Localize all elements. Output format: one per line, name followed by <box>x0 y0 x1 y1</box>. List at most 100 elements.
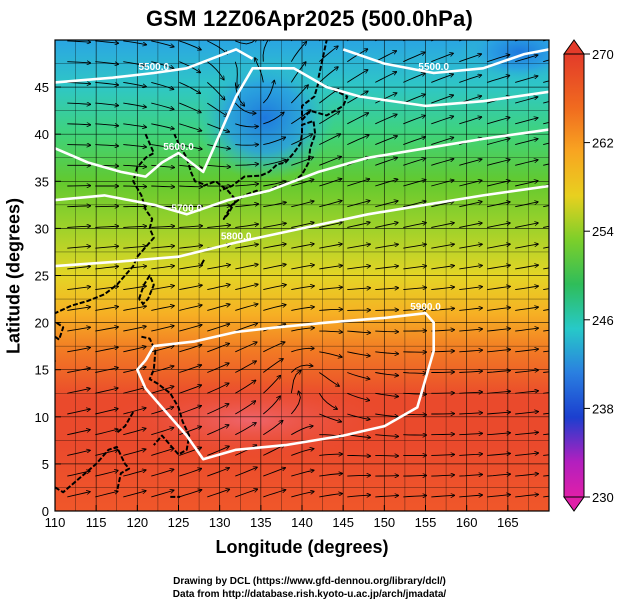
x-tick-label: 140 <box>291 515 313 530</box>
streamline-arrow <box>459 159 481 166</box>
streamline-arrow <box>431 287 454 291</box>
streamline-arrow <box>487 433 510 435</box>
streamline-arrow <box>235 467 257 477</box>
coastline <box>138 274 155 305</box>
colorbar-tick-label: 238 <box>592 401 614 416</box>
streamline-arrow <box>151 81 173 89</box>
streamline-arrow <box>235 145 258 146</box>
streamline-arrow <box>123 226 146 227</box>
streamline-arrow <box>67 409 90 415</box>
streamline-arrow <box>375 223 398 228</box>
streamline-arrow <box>235 204 258 208</box>
streamline-arrow <box>347 331 370 333</box>
streamline-arrow <box>375 72 396 83</box>
streamline-arrow <box>179 246 202 249</box>
streamline-arrow <box>67 41 90 42</box>
height-contour-line <box>55 48 254 84</box>
x-axis-ticks: 110 115 120 125 130 135 140 145 150 155 160 165 <box>45 505 519 530</box>
colorbar-body <box>563 53 585 498</box>
streamline-arrow <box>263 244 286 249</box>
streamline-arrow <box>347 372 369 380</box>
x-tick-label: 125 <box>168 515 190 530</box>
streamline-arrow <box>459 117 481 125</box>
streamline-arrow <box>95 81 118 85</box>
streamline-arrow <box>95 327 118 332</box>
colorbar: 270 262 254 246 238 230 <box>563 39 614 512</box>
streamline-arrow <box>543 371 549 373</box>
streamline-arrow <box>263 396 280 415</box>
streamline-arrow <box>67 145 90 146</box>
streamline-arrow <box>207 123 229 132</box>
streamline-arrow <box>543 80 549 83</box>
streamline-arrow <box>347 179 369 187</box>
streamline-arrow <box>487 412 510 414</box>
y-tick-label: 15 <box>35 363 49 378</box>
streamline-arrow <box>487 202 510 208</box>
streamline-arrow <box>431 495 454 497</box>
streamline-arrow <box>487 391 510 393</box>
streamline-arrow <box>151 246 174 249</box>
streamline-arrow <box>234 102 256 113</box>
streamline-arrow <box>262 40 265 42</box>
streamline-arrow <box>179 40 201 50</box>
streamline-arrow <box>459 308 482 311</box>
streamline-arrow <box>487 308 510 311</box>
streamline-arrow <box>319 134 340 146</box>
streamline-arrow <box>263 342 284 353</box>
streamline-arrow <box>263 112 284 125</box>
streamline-arrow <box>151 490 173 498</box>
coastline <box>173 133 204 186</box>
streamline-arrow <box>515 97 537 104</box>
streamline-arrow <box>515 202 538 208</box>
streamline-arrow <box>459 329 482 331</box>
streamline-arrow <box>95 40 118 43</box>
streamline-arrow <box>431 308 454 310</box>
height-contour-line <box>55 128 549 216</box>
streamline-arrow <box>151 469 173 477</box>
height-contour-label: 5600.0 <box>163 142 194 153</box>
streamline-arrow <box>515 412 538 415</box>
streamline-arrow <box>207 285 230 291</box>
streamline-arrow <box>375 288 398 290</box>
streamline-arrow <box>459 371 482 372</box>
streamline-arrow <box>347 455 370 456</box>
streamline-arrow <box>291 328 314 332</box>
streamline-arrow <box>123 491 146 498</box>
streamline-arrow <box>459 454 482 456</box>
streamline-arrow <box>375 392 398 396</box>
streamline-arrow <box>123 102 146 107</box>
streamline-arrow <box>151 144 174 149</box>
streamline-arrow <box>431 53 453 63</box>
streamline-arrow <box>375 496 398 497</box>
streamline-arrow <box>263 160 286 166</box>
streamline-arrow <box>543 205 549 208</box>
streamline-arrow <box>151 306 174 311</box>
streamline-arrow <box>319 351 342 357</box>
coastline <box>301 81 349 121</box>
streamline-arrow <box>263 421 282 436</box>
streamline-arrow <box>431 74 453 83</box>
streamline-arrow <box>151 326 174 332</box>
colorbar-tick-label: 254 <box>592 224 614 239</box>
height-contour-label: 5500.0 <box>418 62 449 73</box>
streamline-arrow <box>431 244 454 249</box>
streamline-arrow <box>431 138 453 146</box>
streamline-arrow <box>290 40 293 42</box>
y-tick-label: 10 <box>35 410 49 425</box>
streamline-arrow <box>403 475 426 476</box>
streamline-arrow <box>347 222 370 228</box>
streamline-arrow <box>207 165 230 167</box>
streamline-arrow <box>291 265 314 270</box>
streamline-arrow <box>347 201 369 208</box>
streamline-arrow <box>375 179 397 187</box>
height-contour-label: 5500.0 <box>139 62 170 73</box>
streamline-arrow <box>67 82 90 83</box>
streamline-arrow <box>123 40 146 45</box>
streamline-arrow <box>515 432 538 436</box>
streamline-arrow <box>291 470 314 477</box>
streamline-arrow <box>347 475 370 476</box>
streamline-arrow <box>487 474 510 476</box>
y-tick-label: 25 <box>35 269 49 284</box>
streamline-arrow <box>123 165 146 167</box>
